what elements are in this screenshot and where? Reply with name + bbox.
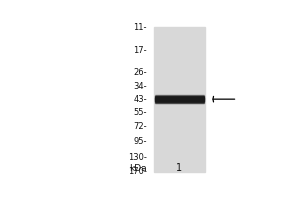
Bar (155, 102, 204, 103)
Text: 1: 1 (176, 163, 182, 173)
Bar (155, 96, 204, 97)
Bar (154, 27, 205, 172)
Text: 34-: 34- (133, 82, 147, 91)
Bar (155, 102, 204, 103)
Bar (155, 98, 204, 99)
Bar (155, 100, 204, 101)
Text: kDa: kDa (129, 164, 147, 173)
Text: 95-: 95- (133, 137, 147, 146)
Bar (155, 97, 204, 98)
Text: 17-: 17- (133, 46, 147, 55)
Text: 170-: 170- (128, 167, 147, 176)
Bar (155, 100, 204, 101)
Text: 55-: 55- (133, 108, 147, 117)
Text: 26-: 26- (133, 68, 147, 77)
Text: 11-: 11- (133, 23, 147, 32)
Bar (155, 96, 204, 97)
Text: 43-: 43- (133, 95, 147, 104)
Text: 130-: 130- (128, 153, 147, 162)
Bar (155, 99, 204, 100)
Bar (155, 95, 204, 103)
Bar (155, 101, 204, 102)
Text: 72-: 72- (133, 122, 147, 131)
Bar (155, 95, 204, 96)
Bar (155, 98, 204, 99)
